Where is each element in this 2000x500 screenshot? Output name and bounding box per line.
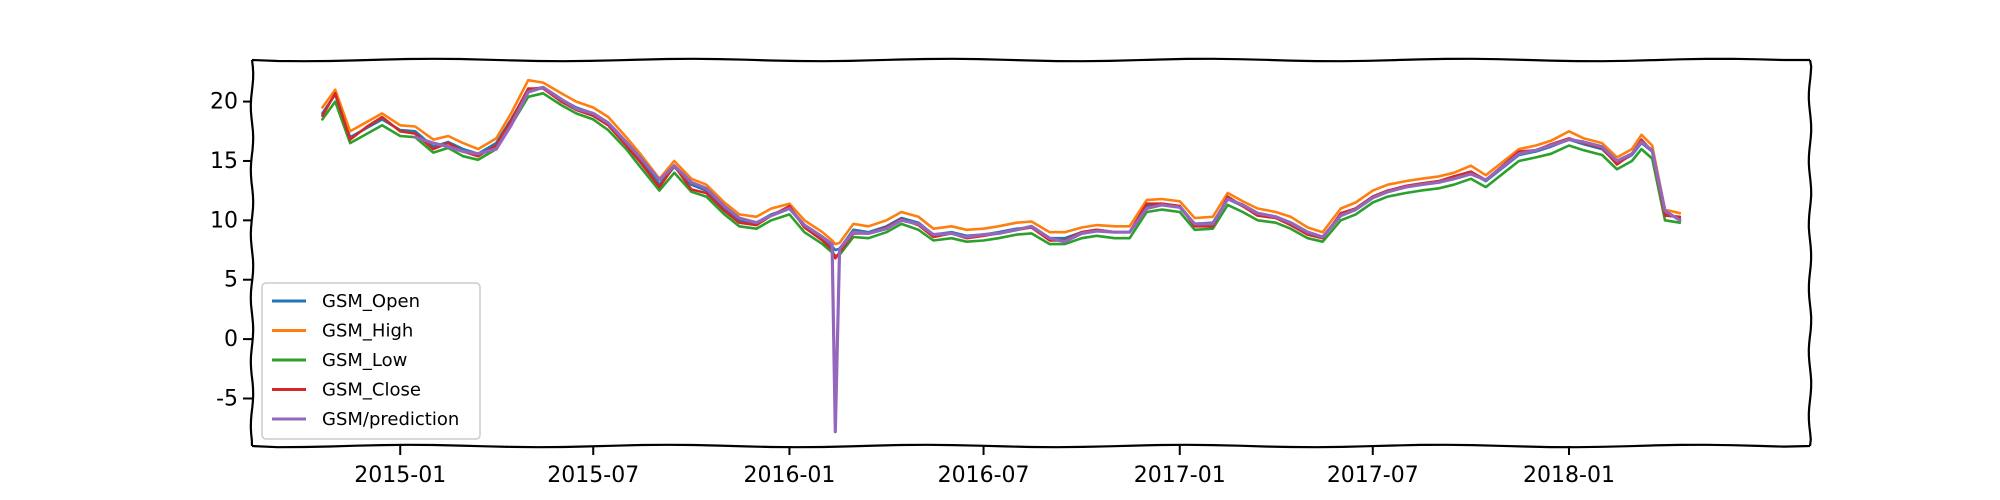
y-tick-label: 5 [224,268,238,293]
legend: GSM_Open GSM_High GSM_Low GSM_Close GSM/pred… [261,282,481,440]
x-tick-label: 2017-07 [1327,463,1419,488]
x-tick-label: 2015-01 [354,463,446,488]
series-line-gsm-high [321,78,1682,246]
y-tick-label: -5 [216,386,238,411]
x-tick-label: 2016-07 [938,463,1030,488]
x-tick-label: 2016-01 [744,463,836,488]
series-layer [321,78,1682,434]
plot-frame [249,57,1813,449]
series-line-gsm-prediction [413,85,1682,434]
legend-label: GSM/prediction [322,409,459,430]
legend-label: GSM_Close [322,380,421,401]
y-tick-label: 10 [210,208,238,233]
legend-label: GSM_Open [322,291,420,312]
x-tick-label: 2017-01 [1134,463,1226,488]
y-tick-label: 0 [224,327,238,352]
legend-box [261,282,481,440]
y-tick-label: 15 [210,149,238,174]
y-tick-label: 20 [210,90,238,115]
axis-layer: 2015-01 2015-07 2016-01 2016-07 2017-01 2017-… [210,90,1615,488]
legend-label: GSM_High [322,321,413,342]
x-tick-label: 2015-07 [547,463,639,488]
series-line-gsm-low [321,92,1682,258]
x-tick-label: 2018-01 [1523,463,1615,488]
legend-label: GSM_Low [322,350,407,371]
